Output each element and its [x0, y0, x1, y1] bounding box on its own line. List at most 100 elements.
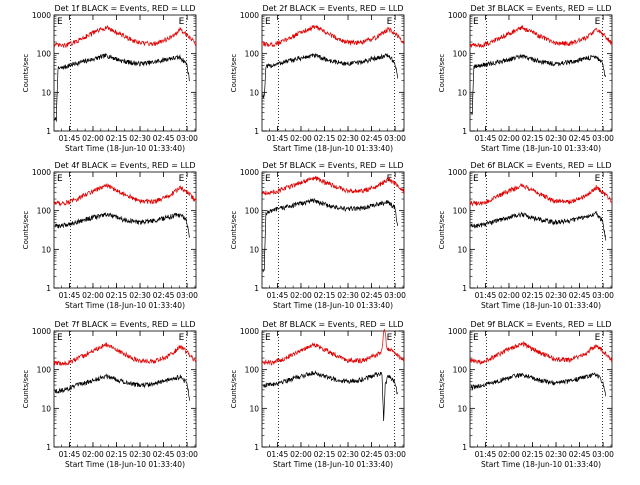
y-tick-label: 100: [453, 50, 468, 59]
lld-series-line: [469, 340, 613, 366]
panel-det-9: Det 9f BLACK = Events, RED = LLD 1 10 100 10…: [438, 320, 614, 469]
y-tick-label: 10: [457, 245, 467, 254]
y-tick-label: 100: [245, 207, 260, 216]
x-tick-label: 02:30: [337, 134, 359, 143]
x-tick-label: 02:45: [361, 291, 383, 300]
x-tick-label: 02:30: [129, 291, 151, 300]
e-marker: E: [387, 17, 393, 27]
plot-frame: [53, 171, 197, 289]
x-tick-label: 02:00: [82, 134, 104, 143]
e-marker: E: [179, 333, 185, 343]
x-tick-label: 01:45: [59, 450, 81, 459]
x-axis-label: Start Time (18-Jun-10 01:33:40): [65, 301, 185, 310]
x-tick-label: 03:00: [384, 450, 406, 459]
e-marker: E: [57, 174, 63, 184]
e-marker: E: [595, 174, 601, 184]
y-axis-label: Counts/sec: [230, 54, 238, 93]
y-tick-label: 1000: [32, 327, 51, 336]
x-tick-label: 02:45: [153, 134, 175, 143]
x-tick-label: 02:15: [522, 450, 544, 459]
x-tick-label: 02:15: [106, 291, 128, 300]
panel-title: Det 1f BLACK = Events, RED = LLD: [54, 4, 195, 13]
plot-frame: [53, 14, 197, 132]
y-tick-label: 1: [254, 284, 259, 293]
y-axis-label: Counts/sec: [22, 54, 30, 93]
x-tick-label: 01:45: [59, 291, 81, 300]
y-tick-label: 100: [245, 50, 260, 59]
y-tick-label: 10: [457, 88, 467, 97]
x-tick-label: 01:45: [59, 134, 81, 143]
y-tick-label: 1000: [32, 11, 51, 20]
x-tick-label: 02:30: [545, 291, 567, 300]
y-tick-label: 100: [453, 366, 468, 375]
x-tick-label: 02:15: [522, 134, 544, 143]
x-tick-label: 02:15: [314, 291, 336, 300]
y-tick-label: 100: [37, 207, 52, 216]
y-tick-label: 1000: [448, 168, 467, 177]
x-tick-label: 01:45: [267, 134, 289, 143]
lld-series-line: [53, 342, 197, 366]
x-tick-label: 01:45: [267, 450, 289, 459]
x-tick-label: 02:45: [153, 450, 175, 459]
events-series-line: [262, 53, 399, 99]
panel-det-4: Det 4f BLACK = Events, RED = LLD 1 10 100 10…: [22, 161, 198, 310]
x-axis-label: Start Time (18-Jun-10 01:33:40): [273, 301, 393, 310]
x-tick-label: 01:45: [267, 291, 289, 300]
y-axis-label: Counts/sec: [22, 370, 30, 409]
x-tick-label: 02:00: [290, 134, 312, 143]
x-axis-label: Start Time (18-Jun-10 01:33:40): [65, 460, 185, 469]
e-marker: E: [179, 174, 185, 184]
x-axis-label: Start Time (18-Jun-10 01:33:40): [481, 144, 601, 153]
events-series-line: [262, 370, 399, 422]
x-tick-label: 03:00: [592, 134, 614, 143]
x-tick-label: 02:30: [337, 450, 359, 459]
lld-series-line: [261, 175, 405, 196]
e-marker: E: [265, 17, 271, 27]
lld-series-line: [469, 24, 613, 49]
events-series-line: [470, 372, 607, 397]
panel-det-6: Det 6f BLACK = Events, RED = LLD 1 10 100 10…: [438, 161, 614, 310]
x-axis-label: Start Time (18-Jun-10 01:33:40): [481, 460, 601, 469]
e-marker: E: [473, 174, 479, 184]
x-tick-label: 02:15: [106, 450, 128, 459]
y-tick-label: 10: [457, 404, 467, 413]
x-tick-label: 02:15: [314, 450, 336, 459]
panel-title: Det 3f BLACK = Events, RED = LLD: [470, 4, 611, 13]
x-axis-label: Start Time (18-Jun-10 01:33:40): [273, 460, 393, 469]
e-marker: E: [57, 17, 63, 27]
y-tick-label: 10: [41, 88, 51, 97]
x-tick-label: 03:00: [384, 134, 406, 143]
y-axis-label: Counts/sec: [22, 211, 30, 250]
y-tick-label: 10: [249, 88, 259, 97]
x-tick-label: 02:00: [498, 291, 520, 300]
plot-frame: [469, 330, 613, 448]
y-tick-label: 100: [453, 207, 468, 216]
x-tick-label: 02:00: [82, 450, 104, 459]
lld-series-line: [53, 24, 197, 48]
e-marker: E: [595, 333, 601, 343]
x-tick-label: 02:30: [129, 134, 151, 143]
x-axis-label: Start Time (18-Jun-10 01:33:40): [273, 144, 393, 153]
x-axis-label: Start Time (18-Jun-10 01:33:40): [65, 144, 185, 153]
lld-series-line: [469, 182, 613, 207]
y-tick-label: 1: [254, 127, 259, 136]
e-marker: E: [595, 17, 601, 27]
x-tick-label: 02:45: [569, 134, 591, 143]
y-axis-label: Counts/sec: [230, 211, 238, 250]
plot-frame: [469, 171, 613, 289]
x-tick-label: 02:00: [498, 134, 520, 143]
plot-frame: [261, 171, 405, 289]
x-tick-label: 03:00: [176, 134, 198, 143]
lld-series-line: [261, 24, 405, 48]
y-tick-label: 1: [462, 284, 467, 293]
x-tick-label: 02:45: [361, 134, 383, 143]
x-tick-label: 02:30: [129, 450, 151, 459]
y-tick-label: 100: [37, 366, 52, 375]
events-series-line: [54, 212, 190, 238]
x-tick-label: 02:15: [314, 134, 336, 143]
x-tick-label: 02:30: [545, 134, 567, 143]
panel-det-2: Det 2f BLACK = Events, RED = LLD 1 10 100 10…: [230, 4, 406, 153]
plot-frame: [53, 330, 197, 448]
x-axis-label: Start Time (18-Jun-10 01:33:40): [481, 301, 601, 310]
